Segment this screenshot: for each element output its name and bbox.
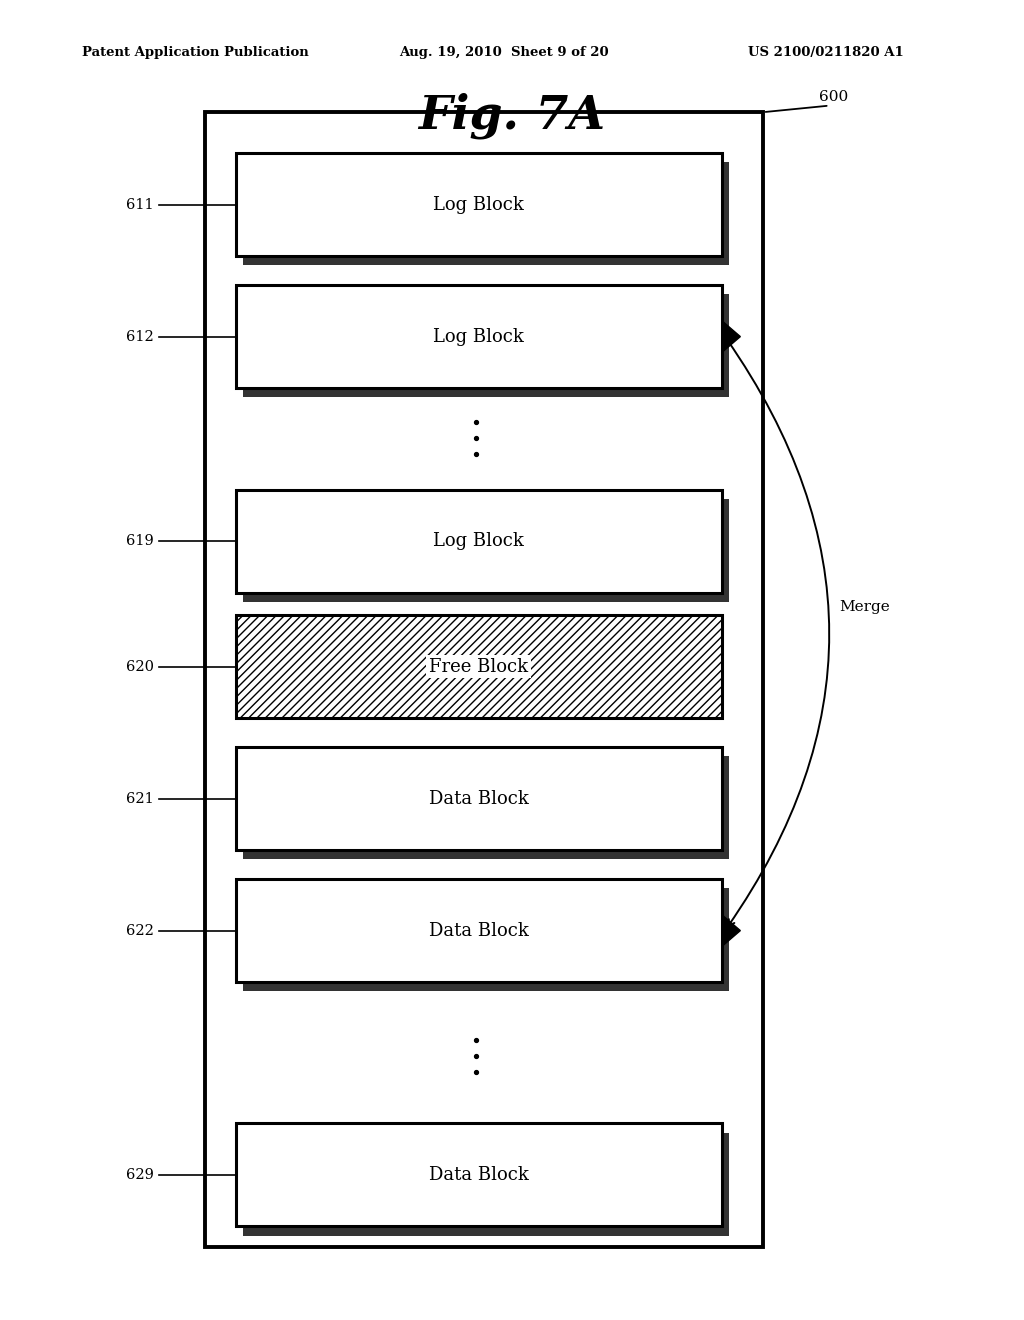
Text: Data Block: Data Block <box>429 789 528 808</box>
Bar <box>236 879 722 982</box>
Text: Log Block: Log Block <box>433 327 524 346</box>
Text: 612: 612 <box>126 330 154 343</box>
Text: Data Block: Data Block <box>429 921 528 940</box>
Text: Patent Application Publication: Patent Application Publication <box>82 46 308 59</box>
Bar <box>236 615 722 718</box>
Bar <box>243 499 729 602</box>
Text: Fig. 7A: Fig. 7A <box>419 92 605 139</box>
Text: 619: 619 <box>126 535 154 548</box>
Text: 611: 611 <box>126 198 154 211</box>
Bar <box>243 294 729 397</box>
Text: US 2100/0211820 A1: US 2100/0211820 A1 <box>748 46 903 59</box>
Bar <box>236 747 722 850</box>
Text: Aug. 19, 2010  Sheet 9 of 20: Aug. 19, 2010 Sheet 9 of 20 <box>399 46 609 59</box>
Text: Log Block: Log Block <box>433 195 524 214</box>
Text: Merge: Merge <box>840 601 891 614</box>
Text: 622: 622 <box>126 924 154 937</box>
Bar <box>243 888 729 991</box>
Text: Log Block: Log Block <box>433 532 524 550</box>
Bar <box>236 153 722 256</box>
Text: 600: 600 <box>819 90 849 104</box>
Bar <box>236 490 722 593</box>
Text: 620: 620 <box>126 660 154 673</box>
Text: 629: 629 <box>126 1168 154 1181</box>
Bar <box>243 1133 729 1236</box>
Polygon shape <box>722 915 740 946</box>
Bar <box>236 285 722 388</box>
Text: Free Block: Free Block <box>429 657 528 676</box>
Bar <box>205 112 763 1247</box>
Bar <box>236 1123 722 1226</box>
Bar <box>243 756 729 859</box>
Text: Data Block: Data Block <box>429 1166 528 1184</box>
Polygon shape <box>722 321 740 352</box>
Bar <box>243 162 729 265</box>
Text: 621: 621 <box>126 792 154 805</box>
